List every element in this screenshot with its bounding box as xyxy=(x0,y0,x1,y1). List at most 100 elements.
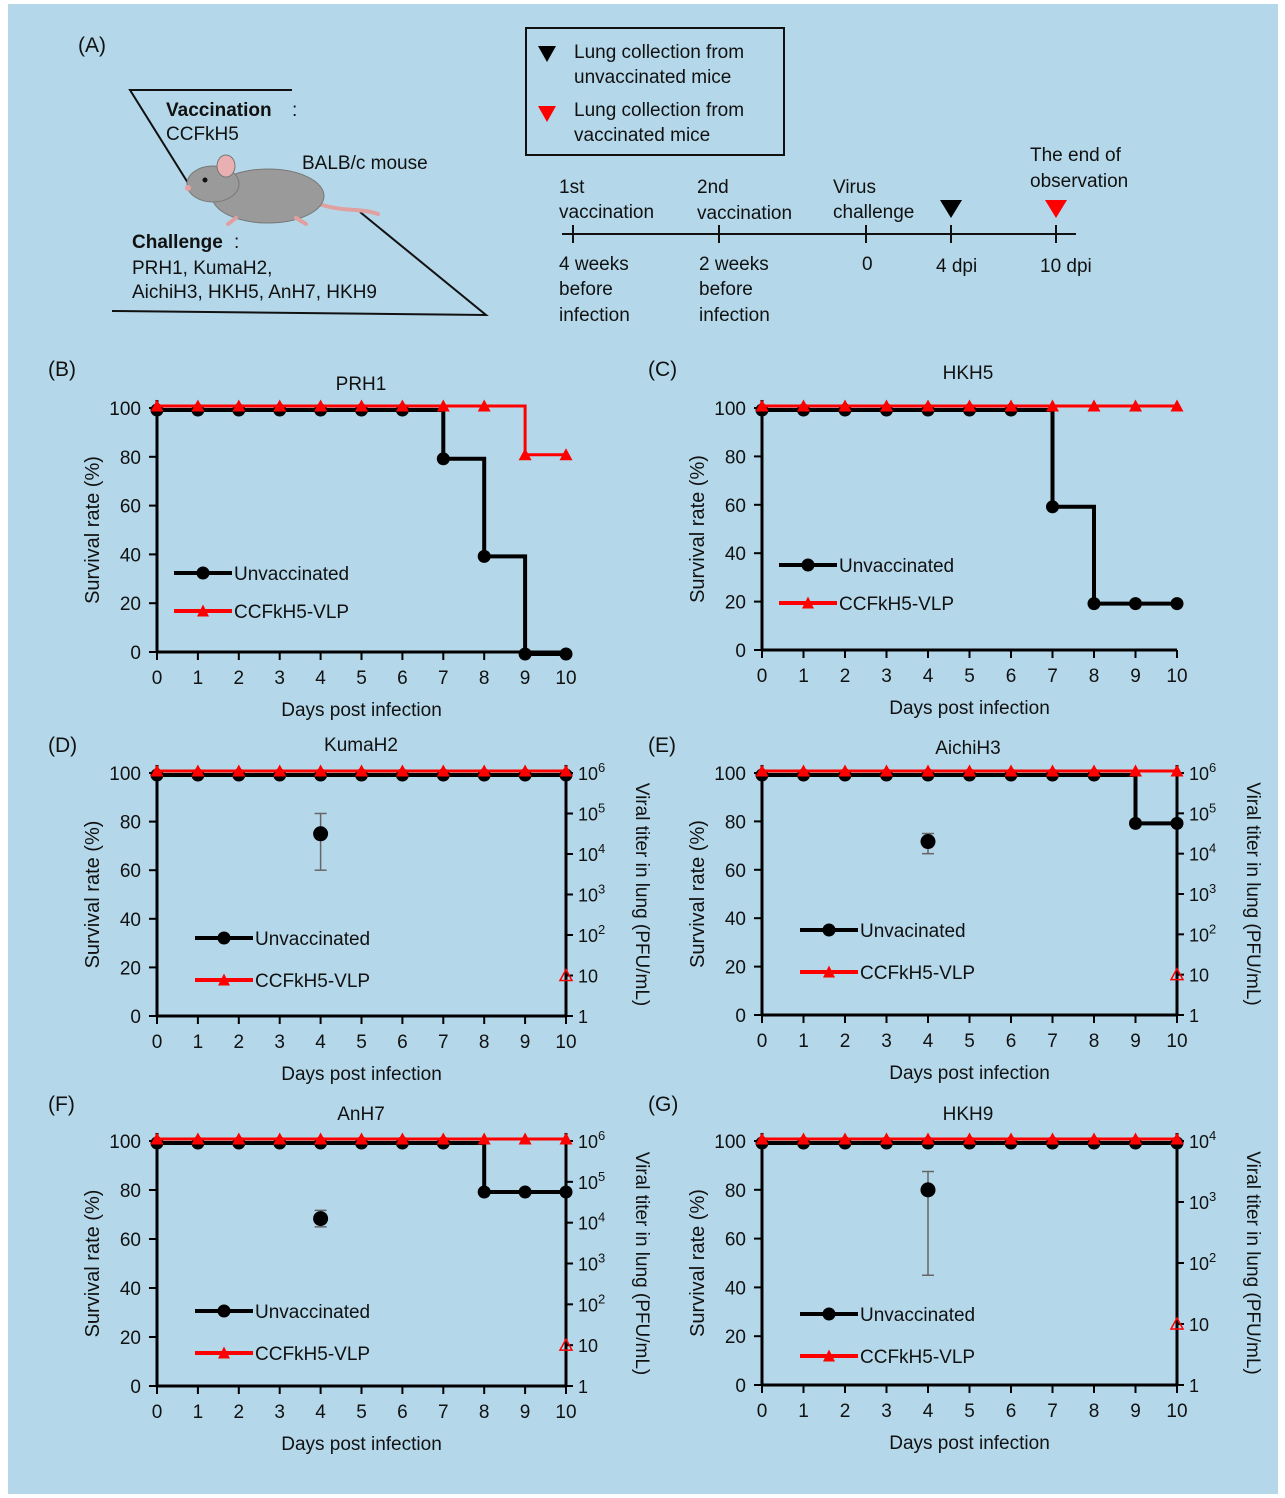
chart-title: AichiH3 xyxy=(935,738,1000,759)
x-tick-label: 1 xyxy=(798,1401,809,1422)
x-tick-label: 7 xyxy=(1047,666,1058,687)
data-point-vaccinated xyxy=(921,1132,935,1145)
x-tick-label: 10 xyxy=(555,668,576,689)
legend-label: CCFkH5-VLP xyxy=(255,971,370,992)
x-tick-label: 5 xyxy=(356,1402,367,1423)
event4-bot1: 4 dpi xyxy=(936,256,977,277)
y-axis-label: Survival rate (%) xyxy=(82,456,104,604)
data-point-vaccinated xyxy=(559,448,573,461)
timeline-ticks xyxy=(572,225,1057,243)
x-tick-label: 10 xyxy=(1166,666,1187,687)
data-point-vaccinated xyxy=(880,1132,893,1145)
data-point-vaccinated xyxy=(314,1132,328,1145)
x-tick-label: 7 xyxy=(438,1402,449,1423)
titer-point-unvaccinated xyxy=(313,826,329,842)
data-point-vaccinated xyxy=(395,399,409,412)
x-tick-label: 7 xyxy=(438,668,449,689)
x-tick-label: 3 xyxy=(881,666,892,687)
x-tick-label: 3 xyxy=(274,1032,285,1053)
event2-bot1: 2 weeks xyxy=(699,254,769,275)
data-point-vaccinated xyxy=(1129,764,1142,777)
y-tick-label: 80 xyxy=(120,1181,141,1202)
y-tick-label: 0 xyxy=(130,1007,141,1028)
y2-tick-label: 1 xyxy=(578,1007,588,1027)
legend-black-line1: Lung collection from xyxy=(574,42,744,63)
legend-label: Unvaccinated xyxy=(255,1302,370,1323)
x-tick-label: 2 xyxy=(840,666,851,687)
data-point-unvaccinated xyxy=(436,452,450,466)
challenge-strains-line2: AichiH3, HKH5, AnH7, HKH9 xyxy=(132,282,377,303)
x-tick-label: 4 xyxy=(315,668,326,689)
data-point-vaccinated xyxy=(314,764,328,777)
data-point-vaccinated xyxy=(477,1132,491,1145)
x-tick-label: 6 xyxy=(397,1402,408,1423)
vaccination-colon: : xyxy=(292,100,297,121)
event2-top2: vaccination xyxy=(697,203,792,224)
x-tick-label: 6 xyxy=(1006,666,1017,687)
panel-a-label: (A) xyxy=(78,34,106,57)
x-tick-label: 6 xyxy=(397,668,408,689)
data-point-vaccinated xyxy=(518,448,532,461)
y-tick-label: 100 xyxy=(109,764,141,785)
data-point-unvaccinated xyxy=(518,647,532,661)
y-tick-label: 100 xyxy=(109,1132,141,1153)
data-point-vaccinated xyxy=(191,1132,205,1145)
x-tick-label: 8 xyxy=(1089,666,1100,687)
legend-label: CCFkH5-VLP xyxy=(860,963,975,984)
data-point-vaccinated xyxy=(436,399,450,412)
data-point-vaccinated xyxy=(963,399,976,412)
data-point-vaccinated xyxy=(1046,764,1059,777)
legend-marker-triangle xyxy=(197,604,209,617)
data-point-vaccinated xyxy=(355,764,368,777)
series-line-vaccinated xyxy=(157,404,566,457)
x-tick-label: 9 xyxy=(1130,1031,1141,1052)
y-tick-label: 100 xyxy=(109,399,141,420)
data-point-vaccinated xyxy=(838,1132,852,1145)
y-tick-label: 60 xyxy=(725,496,746,517)
x-tick-label: 8 xyxy=(1089,1401,1100,1422)
y-tick-label: 80 xyxy=(120,448,141,469)
data-point-vaccinated xyxy=(232,764,246,777)
legend-marker-circle xyxy=(217,1304,231,1318)
data-point-vaccinated xyxy=(838,764,852,777)
event3-top2: challenge xyxy=(833,202,914,223)
event2-top1: 2nd xyxy=(697,177,729,198)
x-tick-label: 5 xyxy=(964,1401,975,1422)
panel-label: (C) xyxy=(648,358,677,381)
data-point-vaccinated xyxy=(436,764,450,777)
x-tick-label: 8 xyxy=(479,1402,490,1423)
x-tick-label: 5 xyxy=(964,666,975,687)
challenge-colon: : xyxy=(234,232,239,253)
data-point-vaccinated xyxy=(921,764,935,777)
black-triangle-icon xyxy=(538,46,556,62)
event2-bot2: before xyxy=(699,279,753,300)
y-tick-label: 60 xyxy=(725,861,746,882)
data-point-vaccinated xyxy=(477,764,491,777)
data-point-vaccinated xyxy=(314,399,328,412)
y-tick-label: 60 xyxy=(120,861,141,882)
y-axis-label: Survival rate (%) xyxy=(687,1189,709,1337)
data-point-vaccinated xyxy=(1046,1132,1059,1145)
x-tick-label: 6 xyxy=(1006,1401,1017,1422)
mouse-illustration xyxy=(185,154,380,226)
data-point-vaccinated xyxy=(436,1132,450,1145)
data-point-vaccinated xyxy=(1046,399,1059,412)
data-point-vaccinated xyxy=(150,1132,164,1145)
titer-point-vaccinated xyxy=(558,967,574,982)
x-tick-label: 2 xyxy=(234,1032,245,1053)
figure-background xyxy=(8,4,1278,1494)
x-tick-label: 5 xyxy=(964,1031,975,1052)
event1-bot1: 4 weeks xyxy=(559,254,629,275)
x-tick-label: 2 xyxy=(234,1402,245,1423)
data-point-vaccinated xyxy=(797,1132,810,1145)
x-tick-label: 4 xyxy=(315,1402,326,1423)
data-point-vaccinated xyxy=(880,399,893,412)
x-tick-label: 1 xyxy=(798,666,809,687)
y2-tick-label: 10 xyxy=(1189,966,1209,986)
data-point-vaccinated xyxy=(395,764,409,777)
chart-panel-prh1: (B) PRH1 0 20 40 60 80 100 0 1 2 3 4 5 6 7 8 9 10 Days post… xyxy=(48,358,577,721)
data-point-vaccinated xyxy=(1004,1132,1018,1145)
